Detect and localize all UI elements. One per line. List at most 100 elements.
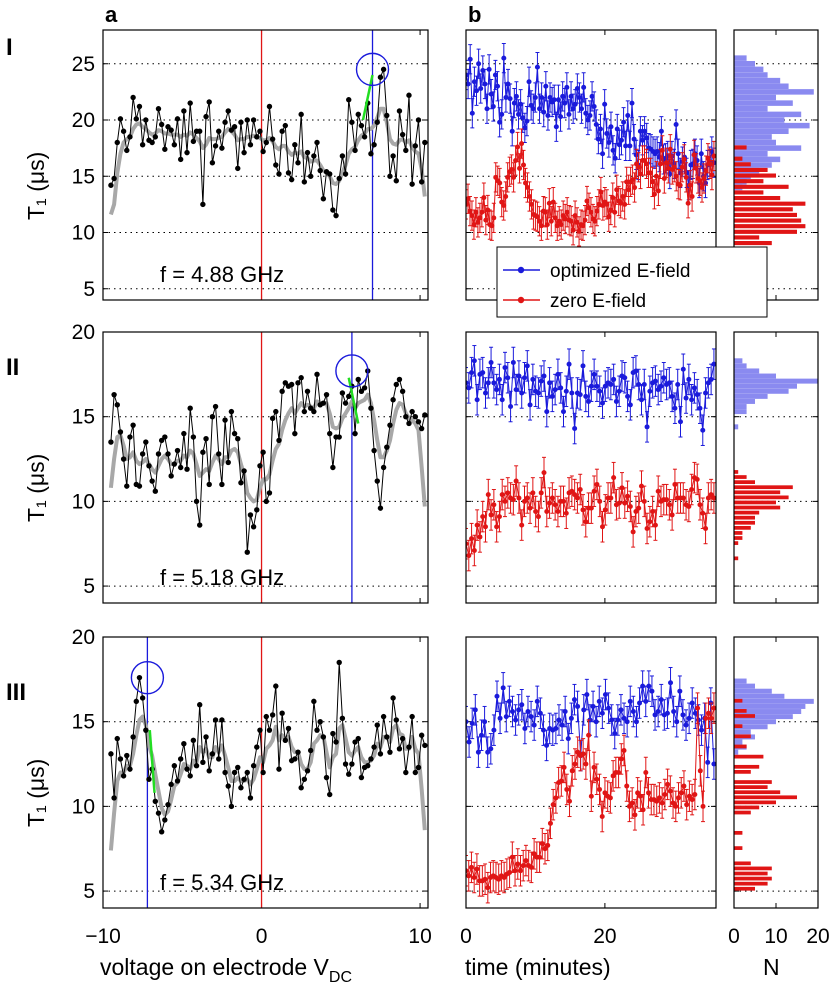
raw-data-point	[355, 735, 361, 742]
zero-data-point	[610, 773, 616, 779]
zero-data-point	[700, 510, 706, 516]
optimized-histogram-bar	[734, 89, 814, 95]
zero-histogram-bar	[734, 212, 797, 218]
zero-data-point	[474, 866, 480, 872]
optimized-data-point	[638, 397, 644, 403]
raw-data-point	[260, 148, 266, 155]
raw-data-point	[412, 769, 419, 776]
zero-data-point	[544, 222, 550, 228]
optimized-histogram-bar	[734, 698, 814, 704]
raw-data-point	[276, 766, 282, 772]
optimized-data-point	[649, 688, 655, 694]
optimized-data-point	[654, 149, 660, 154]
raw-data-point	[174, 447, 181, 454]
y-tick-label: 15	[72, 165, 95, 188]
zero-data-point	[480, 514, 486, 520]
zero-data-point	[570, 227, 576, 233]
zero-data-point	[687, 182, 693, 188]
raw-data-point	[250, 117, 257, 123]
zero-data-point	[663, 160, 669, 166]
raw-data-point	[387, 749, 393, 755]
raw-data-point	[396, 376, 403, 383]
zero-data-point	[553, 795, 559, 801]
raw-data-point	[120, 456, 127, 462]
zero-histogram-bar	[734, 495, 789, 500]
raw-data-point	[190, 434, 197, 440]
raw-data-point	[301, 179, 308, 185]
raw-data-point	[327, 791, 333, 798]
raw-data-point	[200, 759, 206, 766]
IIa-data	[108, 332, 428, 603]
zero-data-point	[502, 498, 508, 504]
zero-histogram-bar	[734, 790, 781, 795]
optimized-histogram-bar	[734, 388, 789, 394]
zero-data-point	[499, 492, 505, 498]
raw-data-point	[361, 134, 368, 140]
zero-histogram-bar	[734, 218, 802, 223]
optimized-data-point	[491, 380, 497, 386]
optimized-histogram-bar	[734, 55, 747, 61]
optimized-data-point	[509, 128, 515, 134]
zero-data-point	[588, 793, 594, 799]
raw-data-point	[307, 747, 314, 754]
zero-data-point	[561, 764, 567, 770]
zero-data-point	[473, 209, 479, 215]
frequency-annotation: f = 5.34 GHz	[160, 870, 284, 895]
zero-data-point	[542, 846, 548, 852]
x-axis-title-voltage-main: voltage on electrode V	[100, 954, 330, 980]
zero-data-point	[527, 505, 533, 511]
optimized-data-point	[482, 390, 488, 396]
raw-data-point	[260, 769, 266, 776]
y-tick-label: 25	[72, 53, 95, 76]
zero-data-point	[528, 864, 534, 870]
raw-data-point	[197, 702, 203, 708]
zero-histogram-bar	[734, 881, 768, 886]
zero-data-point	[485, 207, 491, 213]
zero-data-point	[501, 203, 507, 208]
raw-data-point	[368, 405, 374, 411]
raw-data-point	[247, 512, 254, 518]
raw-data-point	[422, 742, 428, 749]
raw-data-point	[393, 717, 399, 723]
raw-data-point	[266, 490, 273, 496]
optimized-data-point	[471, 358, 477, 364]
zero-data-point	[466, 541, 469, 547]
raw-data-point	[393, 178, 399, 184]
raw-data-point	[418, 732, 425, 738]
optimized-data-point	[540, 727, 546, 733]
raw-data-point	[273, 162, 279, 168]
zero-histogram-bar	[734, 871, 768, 876]
zero-histogram-bar	[734, 800, 776, 805]
zero-data-point	[650, 509, 656, 515]
raw-data-point	[152, 488, 159, 494]
raw-data-point	[257, 727, 263, 733]
raw-data-point	[342, 400, 349, 406]
optimized-data-point	[505, 375, 511, 381]
zero-data-point	[622, 500, 628, 506]
raw-data-point	[336, 434, 342, 440]
raw-data-point	[418, 179, 425, 185]
zero-data-point	[695, 705, 701, 711]
raw-data-point	[292, 142, 298, 148]
zero-data-point	[607, 795, 613, 801]
optimized-data-point	[480, 68, 486, 73]
raw-data-point	[111, 175, 117, 182]
optimized-data-point	[570, 106, 576, 112]
optimized-histogram-bar	[734, 398, 755, 404]
raw-data-point	[346, 771, 352, 777]
optimized-data-point	[488, 359, 494, 365]
raw-data-point	[222, 119, 228, 125]
raw-data-point	[212, 403, 219, 410]
raw-data-point	[307, 405, 314, 411]
zero-data-point	[562, 216, 568, 222]
optimized-data-point	[625, 113, 631, 118]
optimized-data-point	[705, 759, 711, 765]
optimized-data-point	[478, 732, 484, 738]
raw-data-point	[165, 124, 171, 130]
optimized-data-point	[600, 151, 606, 157]
optimized-data-point	[664, 710, 670, 716]
optimized-data-point	[614, 126, 620, 132]
raw-data-point	[330, 730, 336, 737]
optimized-data-point	[509, 709, 515, 715]
optimized-data-point	[522, 725, 528, 731]
